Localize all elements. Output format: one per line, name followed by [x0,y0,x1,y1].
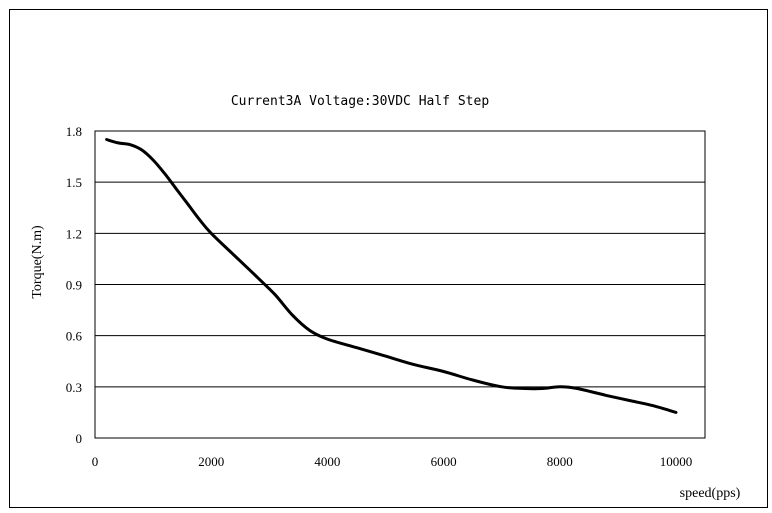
y-tick-label: 0 [76,431,83,446]
x-tick-label: 6000 [431,454,457,469]
plot-area [94,130,706,439]
x-tick-label: 0 [92,454,99,469]
x-tick-label: 4000 [314,454,340,469]
chart-title: Current3A Voltage:30VDC Half Step [231,94,489,109]
chart-frame [9,9,768,508]
y-tick-label: 0.3 [66,380,82,395]
x-axis-label: speed(pps) [680,486,741,501]
x-tick-label: 10000 [660,454,693,469]
grid-lines [95,181,705,388]
y-tick-labels: 0 0.3 0.6 0.9 1.2 1.5 1.8 [66,124,83,446]
x-tick-label: 8000 [547,454,573,469]
x-tick-label: 2000 [198,454,224,469]
y-tick-label: 0.9 [66,278,82,293]
torque-curve [105,138,678,414]
y-tick-label: 1.8 [66,124,82,139]
y-tick-label: 1.2 [66,226,82,241]
x-tick-labels: 0 2000 4000 6000 8000 10000 [92,454,692,469]
y-tick-label: 1.5 [66,175,82,190]
y-tick-label: 0.6 [66,329,83,344]
y-axis-label: Torque(N.m) [30,225,45,299]
